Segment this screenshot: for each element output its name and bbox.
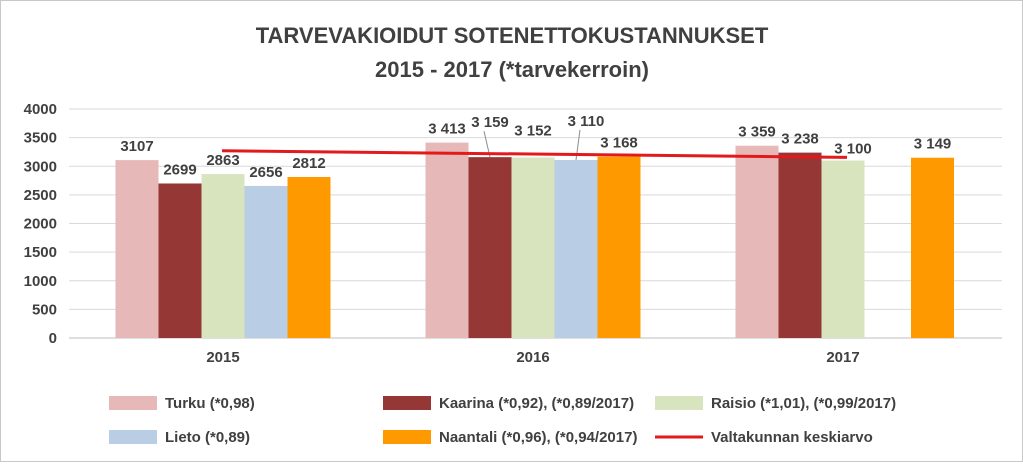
y-tick-label: 2000: [24, 216, 57, 233]
label-layer: 3107 3 413 3 359 2699 3 159 3 238 2863 3 152 3 1…: [120, 113, 951, 181]
bar: [597, 156, 641, 338]
y-tick-label: 3500: [24, 130, 57, 147]
chart-subtitle: 2015 - 2017 (*tarvekerroin): [375, 57, 649, 82]
reference-line: [221, 149, 848, 159]
data-label: 2812: [292, 155, 325, 172]
bar: [778, 152, 822, 338]
bar: [425, 142, 469, 338]
bar: [244, 185, 288, 338]
y-tick-label: 0: [49, 330, 57, 347]
data-label: 3 359: [738, 124, 776, 141]
data-label: 3 413: [428, 121, 466, 138]
data-label: 2699: [163, 161, 196, 178]
data-label: 3 159: [471, 114, 509, 131]
y-tick-label: 1000: [24, 273, 57, 290]
legend-label: Raisio (*1,01), (*0,99/2017): [711, 395, 896, 412]
data-label: 3 152: [514, 123, 552, 140]
x-tick-label: 2016: [516, 349, 549, 366]
data-label: 3 149: [914, 136, 952, 153]
legend-label: Naantali (*0,96), (*0,94/2017): [439, 429, 637, 446]
data-label: 2656: [249, 164, 282, 181]
chart-title: TARVEVAKIOIDUT SOTENETTOKUSTANNUKSET: [256, 23, 769, 48]
bar-layer: [115, 142, 954, 338]
data-label: 3 168: [600, 135, 638, 152]
bar: [158, 183, 202, 338]
legend-swatch: [383, 430, 431, 444]
y-tick-label: 500: [32, 301, 57, 318]
legend-label: Valtakunnan keskiarvo: [711, 429, 873, 446]
axis-layer: 0 500 1000 1500 2000 2500 3000 3500 4000 2015 2016…: [24, 101, 860, 366]
data-label: 3107: [120, 138, 153, 155]
line-layer: [221, 149, 848, 159]
bar: [511, 157, 555, 338]
bar: [115, 160, 159, 338]
y-tick-label: 3000: [24, 158, 57, 175]
y-tick-label: 2500: [24, 187, 57, 204]
x-tick-label: 2017: [826, 349, 859, 366]
legend-label: Lieto (*0,89): [165, 429, 250, 446]
legend-label: Kaarina (*0,92), (*0,89/2017): [439, 395, 634, 412]
legend-swatch: [109, 430, 157, 444]
data-label: 2863: [206, 152, 239, 169]
legend-label: Turku (*0,98): [165, 395, 255, 412]
bar: [911, 157, 954, 338]
y-tick-label: 4000: [24, 101, 57, 118]
bar: [554, 159, 598, 338]
legend-swatch: [383, 396, 431, 410]
bar: [821, 160, 865, 338]
y-tick-label: 1500: [24, 244, 57, 261]
bar: [201, 174, 245, 338]
data-label: 3 238: [781, 131, 819, 148]
bar: [468, 157, 512, 338]
bar: [735, 145, 779, 338]
bar: [287, 177, 331, 338]
legend-swatch: [109, 396, 157, 410]
data-label: 3 100: [834, 141, 872, 158]
data-label: 3 110: [568, 113, 605, 130]
legend-swatch: [655, 396, 703, 410]
x-tick-label: 2015: [206, 349, 239, 366]
legend-layer: Turku (*0,98) Kaarina (*0,92), (*0,89/201…: [109, 395, 896, 446]
